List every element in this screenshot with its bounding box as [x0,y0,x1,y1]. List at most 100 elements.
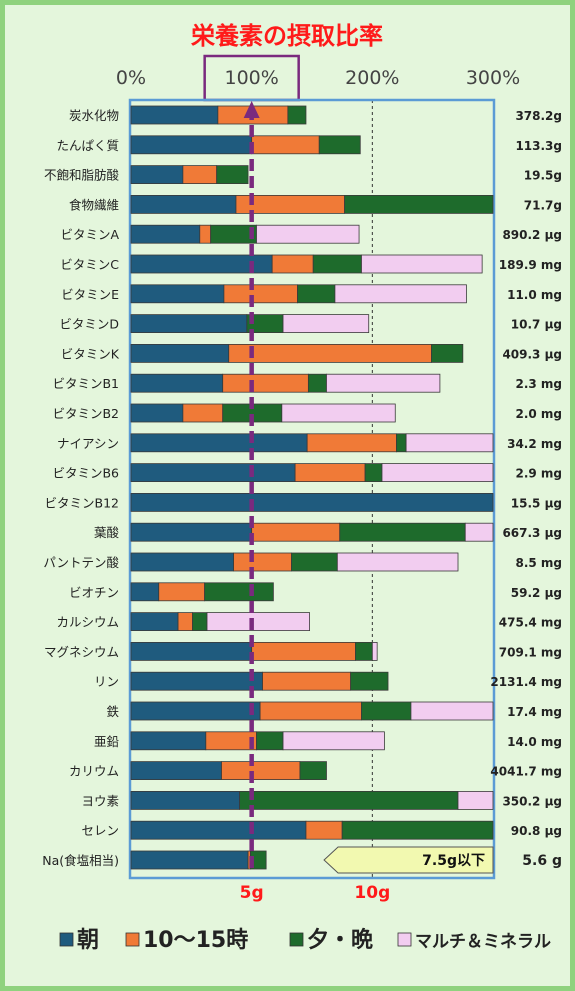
bar-segment [223,284,298,304]
bar-segment [130,433,308,453]
bar-segment [130,552,234,572]
bar-segment [318,135,361,155]
value-label: 2131.4 mg [490,675,562,689]
bar-segment [130,731,207,751]
value-label: 409.3 μg [502,347,562,361]
category-label: 鉄 [106,704,119,719]
value-label: 15.5 μg [511,496,562,510]
bar-segment [130,582,160,602]
category-label: ビタミンA [60,227,119,242]
value-label: 475.4 mg [499,616,562,630]
bar-segment [158,582,206,602]
bar-segment [259,701,362,721]
value-label: 2.9 mg [515,467,562,481]
bar-segment [334,284,467,304]
bar-segment [239,791,459,810]
value-label: 189.9 mg [499,258,562,272]
reference-label: 5g [240,883,264,903]
category-label: ビタミンD [59,317,119,332]
bar-segment [182,165,218,185]
category-label: カリウム [69,764,119,779]
bar-segment [297,284,336,304]
bar-segment [130,314,248,334]
category-label: ビタミンC [60,257,119,272]
bar-segment [130,492,494,512]
bar-segment [221,761,301,780]
bar-segment [251,135,320,155]
category-label: 食物繊維 [69,197,119,212]
bar-segment [251,642,356,661]
value-label: 709.1 mg [499,645,562,659]
bar-segment [204,582,274,602]
bar-segment [344,194,494,214]
plot-area-border [128,98,496,880]
bar-segment [182,403,224,423]
bar-segment [282,731,385,751]
chart-legend: 朝 10〜15時 夕・晩 マルチ＆ミネラル [59,927,551,953]
value-label: 11.0 mg [507,288,562,302]
bar-segment [130,671,263,691]
bar-segment [371,642,378,661]
reference-label: 10g [354,883,390,903]
value-label: 350.2 μg [502,794,562,808]
bar-segment [341,820,494,840]
bar-segment [339,522,466,542]
bar-segment [271,254,314,274]
bar-segment [130,194,237,214]
category-label: ビタミンB6 [52,466,119,481]
value-label: 8.5 mg [515,556,562,570]
bar-segment [410,701,494,721]
bar-segment [222,373,309,393]
value-label: 2.3 mg [515,377,562,391]
bar-segment [336,552,459,572]
bar-segment [291,552,338,572]
category-label: カルシウム [56,615,119,630]
value-label: 378.2g [515,109,562,123]
category-label: ナイアシン [57,436,119,451]
category-label: Na(食塩相当) [42,853,119,868]
category-label: ビタミンE [61,287,119,302]
legend-swatch [125,932,140,947]
bar-segment [130,850,249,870]
legend-swatch [59,932,74,947]
category-label: リン [94,674,119,689]
bar-segment [294,463,366,483]
bar-segment [233,552,292,572]
category-label: ビオチン [69,585,119,600]
bar-segment [364,463,383,483]
annotation-text: 7.5g以下 [422,853,485,869]
bar-segment [130,373,224,393]
category-label: マグネシウム [44,644,119,659]
bar-segment [130,522,253,542]
value-label: 59.2 μg [511,586,562,600]
bar-segment [130,791,240,810]
value-label: 14.0 mg [507,735,562,749]
value-label: 10.7 μg [511,318,562,332]
value-label: 113.3g [515,139,562,153]
bar-segment [228,343,432,363]
bar-segment [130,105,219,125]
value-label: 34.2 mg [507,437,562,451]
value-label: 667.3 μg [502,526,562,540]
x-tick-label: 100% [225,67,279,89]
bar-segment [361,254,483,274]
category-label: 不飽和脂肪酸 [44,168,120,183]
bar-segment [130,135,253,155]
bar-segment [130,284,225,304]
bar-segment [287,105,307,125]
bar-segment [130,612,179,631]
bar-segment [130,820,307,840]
legend-label: 朝 [77,927,99,953]
bar-segment [457,791,494,810]
value-label: 890.2 μg [502,228,562,242]
bar-segment [282,314,370,334]
bar-segment [130,403,184,423]
bar-segment [396,433,407,453]
annotation-arrow [323,846,494,874]
bar-segment [381,463,494,483]
bar-segment [251,522,341,542]
bar-segment [199,224,212,244]
category-label: ビタミンB12 [45,495,119,510]
bar-segment [130,642,253,661]
